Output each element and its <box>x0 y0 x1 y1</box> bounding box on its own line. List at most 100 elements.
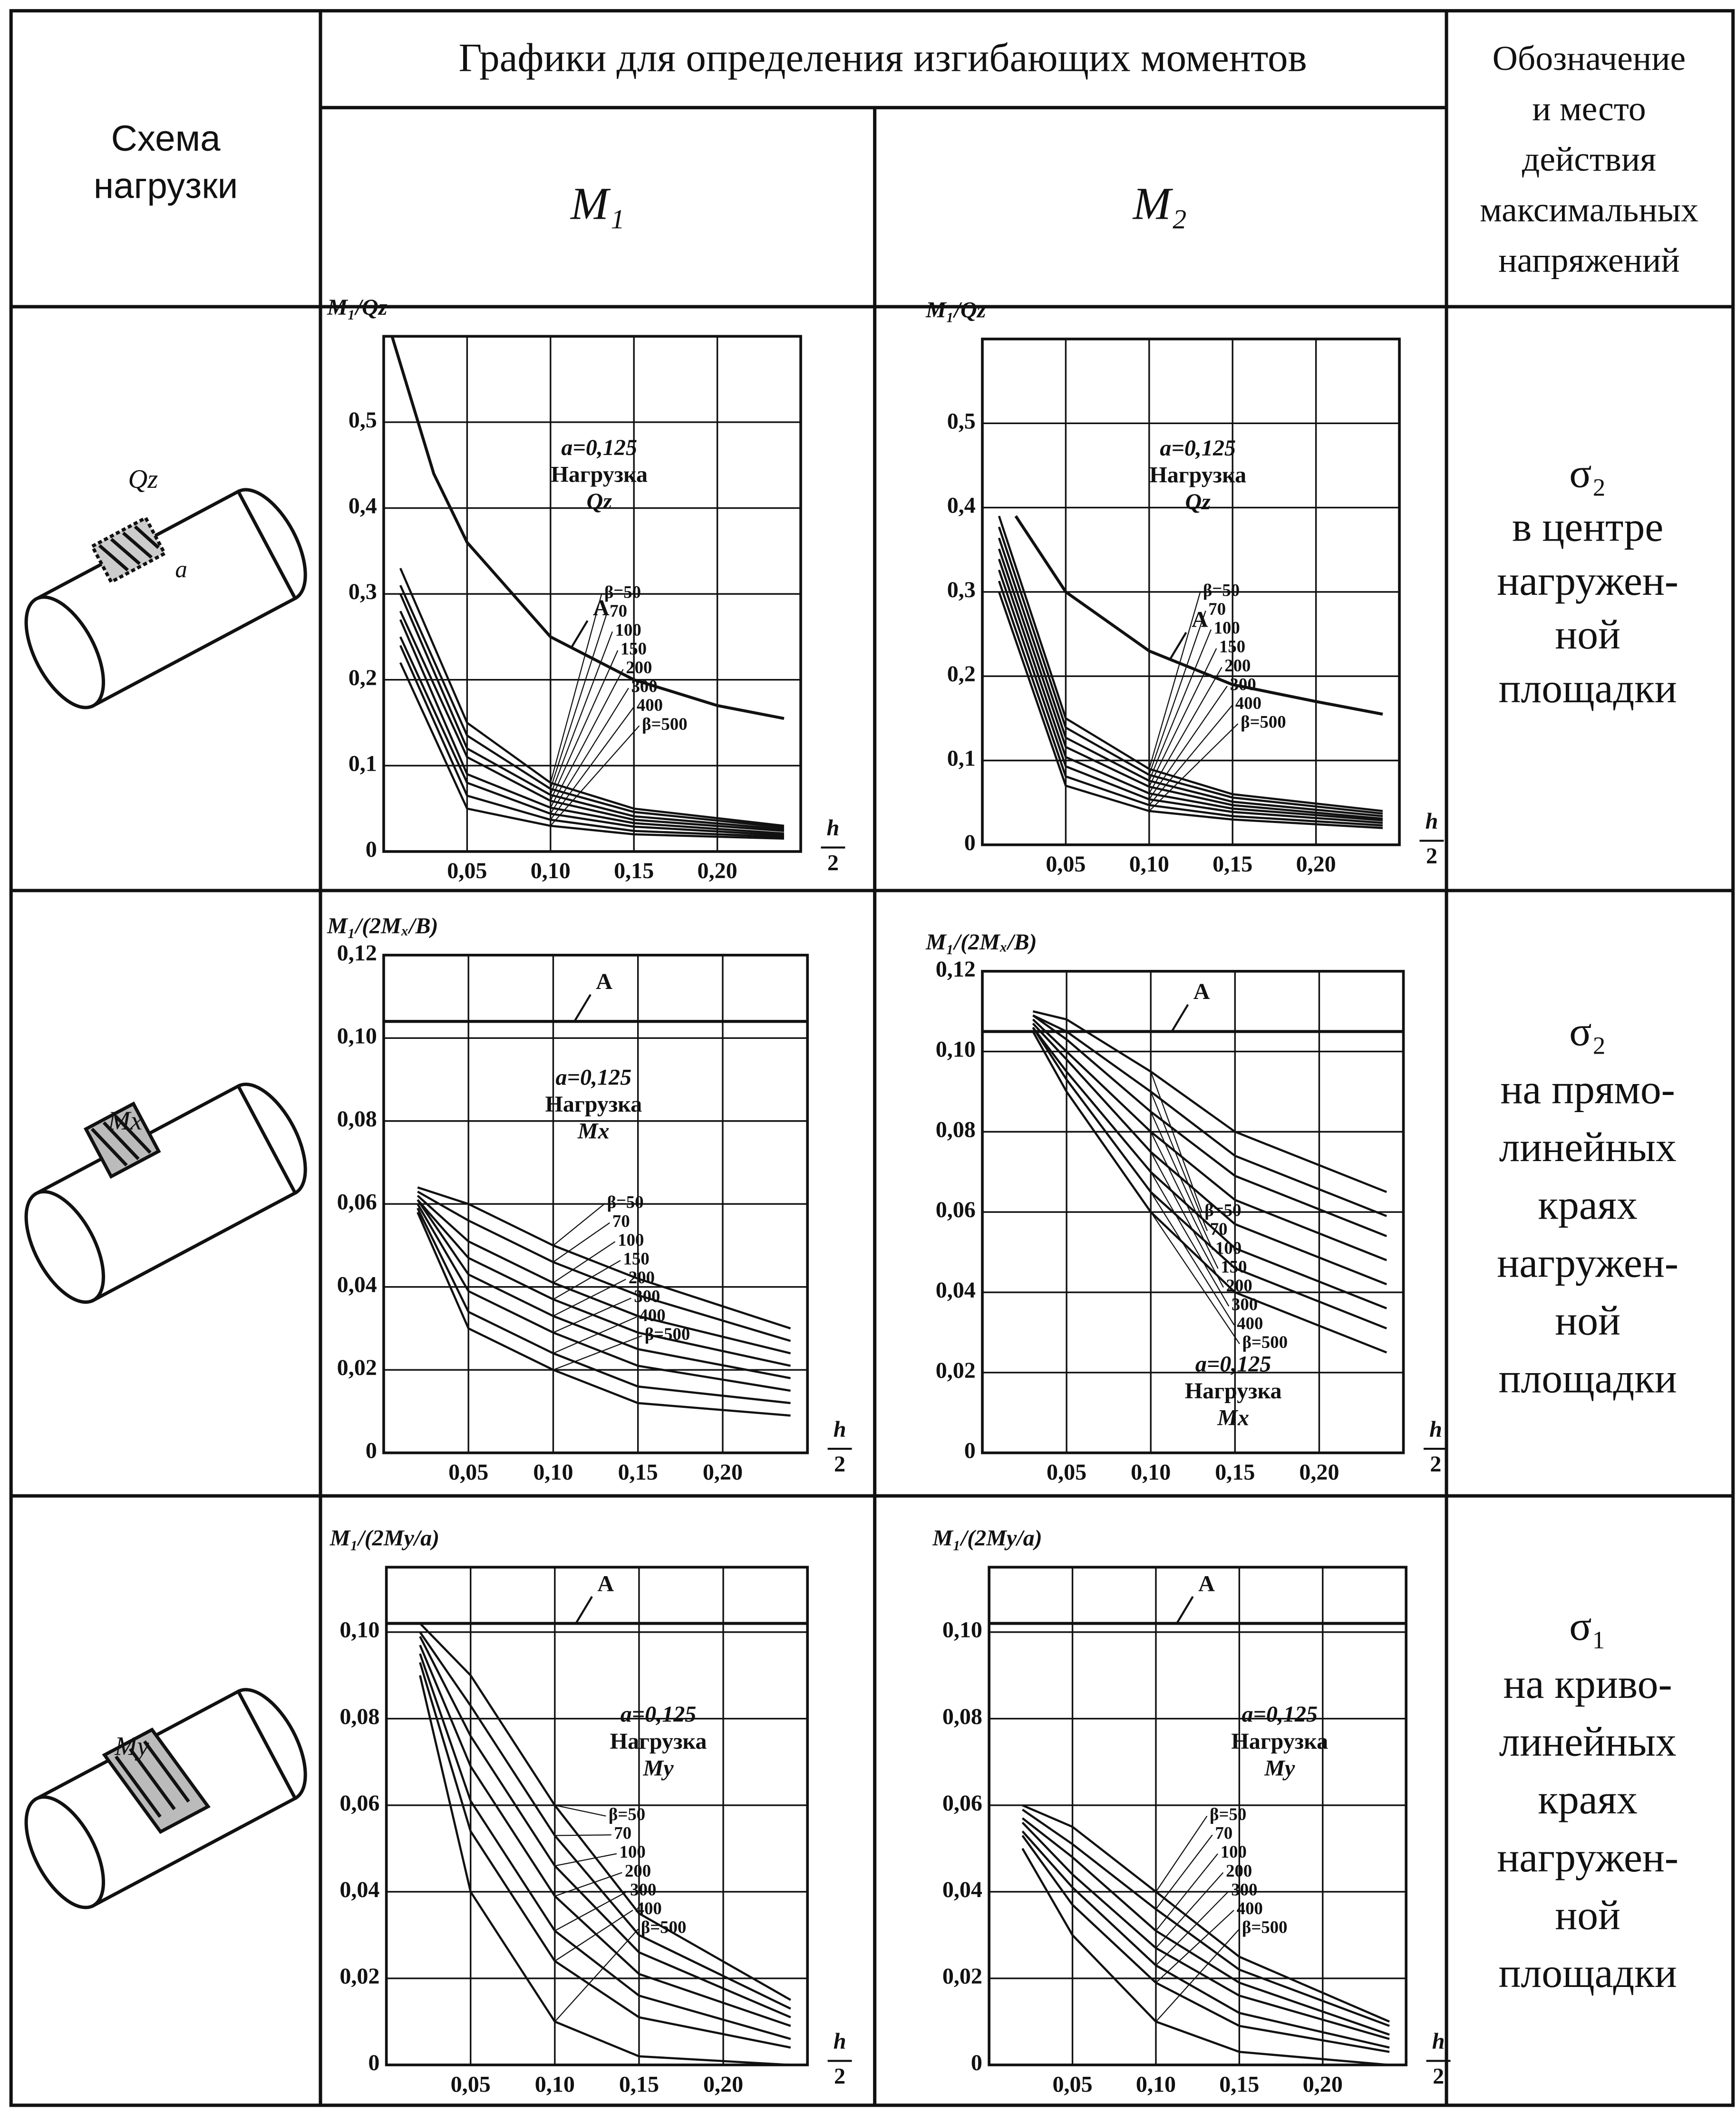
curve-label: 400 <box>1237 1313 1263 1333</box>
hatch <box>90 1115 152 1167</box>
y-axis-label: M₁/(2My/a) <box>330 1526 439 1551</box>
annotation: Qz <box>1185 489 1211 514</box>
y-tick-label: 0,3 <box>349 579 377 604</box>
cylinder-end <box>24 1190 106 1304</box>
leader-line <box>1148 591 1201 769</box>
curve-label: 200 <box>629 1268 655 1287</box>
reference-label: A <box>596 969 612 994</box>
cylinder <box>24 488 307 709</box>
curve <box>399 593 785 831</box>
curve-label: 150 <box>621 639 647 658</box>
x-tick-label: 0,20 <box>703 1460 743 1485</box>
curve-label: 100 <box>615 620 641 639</box>
curve-label: 300 <box>1230 674 1256 694</box>
curve <box>1021 1831 1390 2049</box>
header-designation: и место <box>1532 89 1646 128</box>
annotation: Нагрузка <box>1231 1729 1328 1754</box>
curve-label: 200 <box>1226 1276 1252 1295</box>
leader-line <box>550 707 635 820</box>
curve-label: 150 <box>623 1249 650 1268</box>
curve <box>998 570 1383 824</box>
curve <box>1032 1014 1387 1217</box>
curve-label: 200 <box>1226 1861 1252 1880</box>
x-tick-label: 0,05 <box>451 2072 491 2097</box>
leader-line <box>554 1872 622 1897</box>
leader-line <box>553 1316 637 1354</box>
y-tick-label: 0,4 <box>947 493 976 518</box>
curve-label: 300 <box>1231 1879 1257 1899</box>
reference-curve <box>1014 515 1383 716</box>
header-graphs: Графики для определения изгибающих момен… <box>459 36 1307 80</box>
leader-line <box>554 1909 633 1962</box>
leader-line <box>1149 723 1239 812</box>
table-border <box>9 9 1735 2107</box>
designation: площадки <box>1499 665 1677 711</box>
cylinder-end <box>24 595 106 709</box>
x-axis-label: 2 <box>1426 843 1437 869</box>
y-axis-label: M₁/Qz <box>925 297 986 322</box>
leader-line <box>550 631 613 795</box>
x-tick-label: 0,15 <box>618 1460 658 1485</box>
designation: нагружен- <box>1497 1834 1678 1880</box>
designation: нагружен- <box>1497 558 1678 604</box>
curve <box>1021 1835 1390 2053</box>
curve-label: 200 <box>626 658 652 677</box>
curve-label: β=500 <box>642 714 687 734</box>
leader-line <box>1155 1853 1219 1931</box>
y-tick-label: 0 <box>964 830 976 855</box>
designation: ной <box>1555 1892 1620 1938</box>
leader-line <box>553 1203 605 1246</box>
x-axis-label: 2 <box>834 1452 845 1477</box>
x-axis-label: 2 <box>1433 2064 1444 2089</box>
designation: линейных <box>1499 1719 1677 1765</box>
designation: σ₂ <box>1569 1008 1606 1055</box>
y-tick-label: 0,08 <box>942 1704 982 1729</box>
y-tick-label: 0,5 <box>947 408 976 434</box>
x-tick-label: 0,20 <box>698 858 737 883</box>
x-tick-label: 0,05 <box>1052 2072 1092 2097</box>
designation: линейных <box>1499 1124 1677 1170</box>
curve-label: 100 <box>618 1230 644 1250</box>
curve-label: 100 <box>1214 618 1240 638</box>
x-axis-label: h <box>834 2029 846 2054</box>
curve-label: β=50 <box>609 1804 645 1824</box>
curve <box>417 1191 791 1342</box>
header-designation: действия <box>1522 139 1656 178</box>
x-tick-label: 0,15 <box>619 2072 659 2097</box>
scheme-dimension: a <box>175 556 187 583</box>
designation: краях <box>1538 1776 1638 1822</box>
y-tick-label: 0,2 <box>947 661 976 687</box>
y-tick-label: 0,04 <box>936 1278 976 1303</box>
annotation: a=0,125 <box>1241 1702 1318 1727</box>
curve <box>417 1194 791 1355</box>
y-tick-label: 0,1 <box>947 746 976 771</box>
designation: на криво- <box>1503 1661 1672 1707</box>
annotation: Нагрузка <box>1149 463 1246 488</box>
y-tick-label: 0,04 <box>337 1272 377 1298</box>
leader-line <box>573 994 592 1022</box>
y-tick-label: 0 <box>971 2050 982 2075</box>
y-axis-label: M₁/(2Mₓ/B) <box>327 913 438 939</box>
curve-label: 70 <box>610 601 627 620</box>
curve-label: 70 <box>1215 1823 1232 1843</box>
leader-line <box>570 620 589 649</box>
leader-line <box>1155 1834 1213 1909</box>
curve-label: 100 <box>1221 1842 1247 1861</box>
curve <box>1022 1809 1390 2027</box>
y-tick-label: 0,10 <box>936 1037 976 1062</box>
hatch <box>115 1740 190 1818</box>
x-tick-label: 0,05 <box>448 1460 488 1485</box>
x-tick-label: 0,05 <box>1047 1460 1086 1485</box>
header-designation: Обозначение <box>1493 39 1686 78</box>
curve <box>1021 1817 1390 2036</box>
y-tick-label: 0,5 <box>349 407 377 433</box>
y-tick-label: 0,08 <box>936 1117 976 1142</box>
y-tick-label: 0,02 <box>337 1355 377 1380</box>
curve <box>998 526 1383 815</box>
scheme-label: Mx <box>107 1106 142 1135</box>
header-scheme: Схема <box>111 118 221 159</box>
leader-line <box>1148 610 1206 775</box>
curve-label: 400 <box>637 695 663 715</box>
x-tick-label: 0,20 <box>1303 2072 1343 2097</box>
